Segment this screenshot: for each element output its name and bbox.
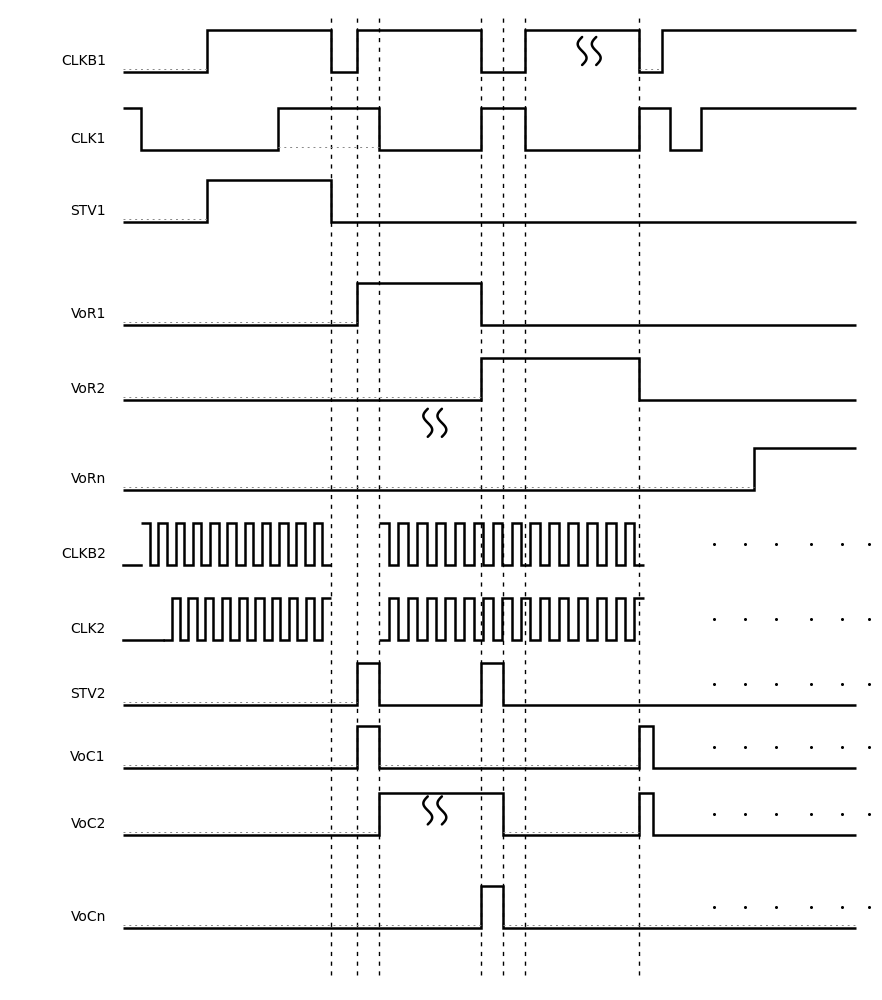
Text: STV1: STV1 <box>71 204 106 218</box>
Text: VoR2: VoR2 <box>71 382 106 396</box>
Text: CLK2: CLK2 <box>71 622 106 636</box>
Text: CLKB1: CLKB1 <box>61 54 106 68</box>
Text: VoRn: VoRn <box>71 472 106 486</box>
Text: CLK1: CLK1 <box>71 132 106 146</box>
Text: VoCn: VoCn <box>71 910 106 924</box>
Text: VoC1: VoC1 <box>71 750 106 764</box>
Text: VoC2: VoC2 <box>71 817 106 831</box>
Text: CLKB2: CLKB2 <box>61 547 106 561</box>
Text: STV2: STV2 <box>71 687 106 701</box>
Text: VoR1: VoR1 <box>71 307 106 321</box>
